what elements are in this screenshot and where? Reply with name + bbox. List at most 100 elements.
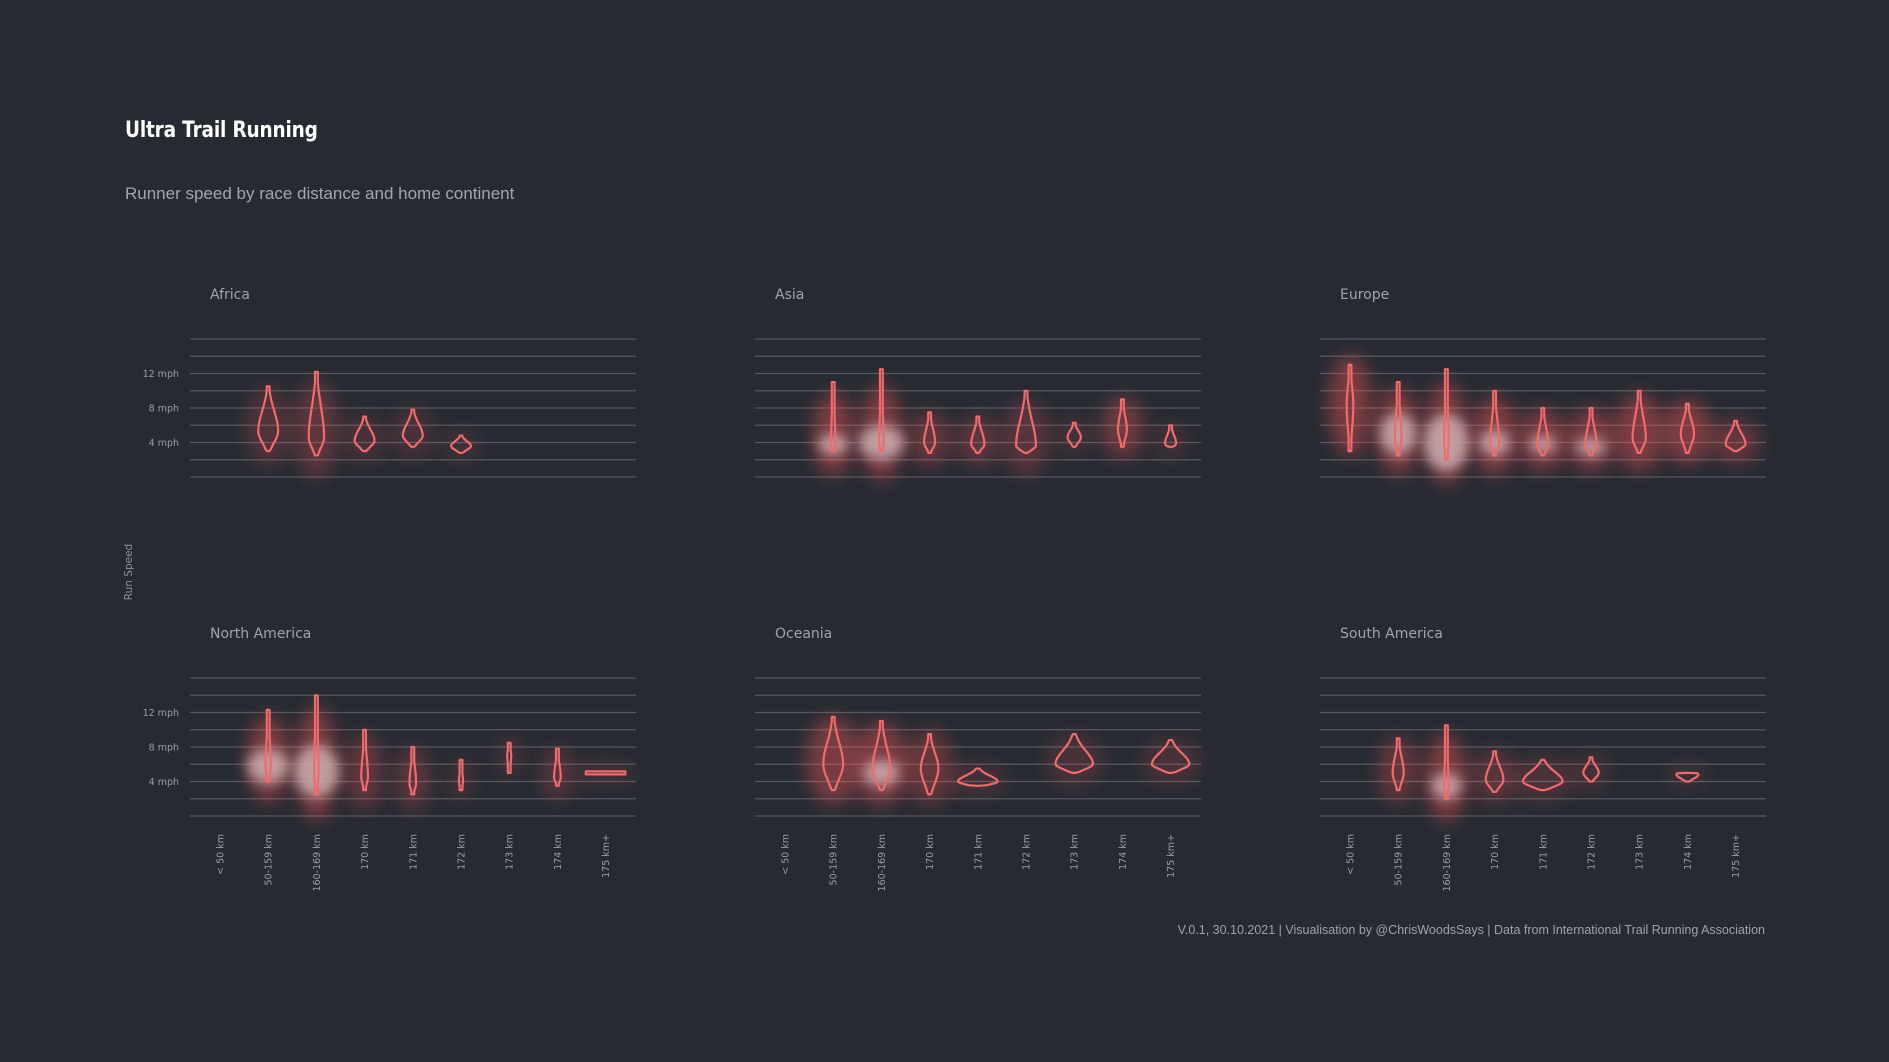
violin-africa-50-159-km bbox=[245, 385, 291, 468]
violin-outline bbox=[829, 381, 837, 453]
violin-glow bbox=[1614, 393, 1664, 472]
violin-asia-174-km bbox=[1101, 395, 1144, 460]
violin-africa-160-169-km bbox=[294, 370, 339, 480]
violin-outline bbox=[313, 694, 320, 796]
violin-glow bbox=[1154, 422, 1187, 460]
x-tick-label: 50-159 km bbox=[1394, 834, 1405, 885]
violin-outline bbox=[1393, 381, 1403, 457]
violin-outline bbox=[919, 733, 940, 796]
violin-oceania-50-159-km bbox=[806, 715, 861, 806]
y-tick-label: 8 mph bbox=[149, 404, 179, 415]
x-tick-label: 173 km bbox=[1070, 834, 1081, 870]
violin-south-america-174-km bbox=[1666, 763, 1709, 788]
violin-north-america-173-km bbox=[496, 733, 522, 780]
violin-asia-170-km bbox=[909, 410, 950, 468]
violin-europe-50-km bbox=[1328, 354, 1372, 457]
violin-outline bbox=[1345, 363, 1355, 453]
violin-outline bbox=[822, 715, 845, 792]
violin-europe-173-km bbox=[1614, 389, 1664, 472]
violin-outline bbox=[970, 415, 986, 454]
violin-outline bbox=[1484, 750, 1505, 793]
x-tick-label: 160-169 km bbox=[312, 834, 323, 891]
violin-europe-50-159-km bbox=[1376, 381, 1420, 477]
violin-blob bbox=[1423, 414, 1469, 471]
violin-europe-170-km bbox=[1472, 389, 1517, 477]
violin-outline bbox=[1054, 733, 1094, 774]
page-subtitle: Runner speed by race distance and home c… bbox=[125, 184, 515, 203]
violin-outline bbox=[457, 758, 465, 792]
y-tick-label: 8 mph bbox=[149, 743, 179, 754]
violin-outline bbox=[307, 370, 326, 457]
facet-north-america: North America 12 mph 8 mph 4 mph < 50 km 50-1… bbox=[143, 626, 637, 891]
violin-glow bbox=[1377, 736, 1419, 804]
violin-outline bbox=[871, 720, 892, 792]
violin-outline bbox=[264, 708, 272, 783]
facet-title-africa: Africa bbox=[210, 287, 250, 303]
page-title: Ultra Trail Running bbox=[125, 118, 318, 143]
violin-blob bbox=[863, 759, 900, 786]
violin-oceania-160-169-km bbox=[854, 720, 909, 807]
x-tick-label: 175 km+ bbox=[1731, 834, 1742, 878]
violin-outline bbox=[408, 745, 418, 796]
violin-north-america-171-km bbox=[395, 745, 431, 811]
footer-credit: V.0.1, 30.10.2021 | Visualisation by @Ch… bbox=[1177, 923, 1765, 937]
violin-glow bbox=[1056, 416, 1092, 457]
violin-africa-172-km bbox=[440, 428, 482, 462]
violin-europe-172-km bbox=[1567, 406, 1615, 472]
x-tick-label: 172 km bbox=[457, 834, 468, 870]
violin-asia-172-km bbox=[1002, 389, 1050, 477]
facet-south-america: South America < 50 km 50-159 km 160-169 km 1… bbox=[1320, 626, 1766, 891]
x-tick-label: < 50 km bbox=[216, 834, 227, 875]
facet-oceania: Oceania < 50 km 50-159 km 160-169 km 170 km 1… bbox=[755, 626, 1201, 891]
violin-outline bbox=[257, 385, 280, 453]
violin-outline bbox=[1066, 421, 1082, 448]
violin-glow bbox=[947, 763, 1009, 797]
x-tick-label: 175 km+ bbox=[1166, 834, 1177, 878]
violin-outline bbox=[1489, 389, 1501, 457]
violin-north-america-175-km bbox=[575, 760, 637, 785]
violin-glow bbox=[1511, 756, 1575, 803]
violin-glow bbox=[294, 379, 339, 480]
violin-glow bbox=[1101, 395, 1144, 460]
violin-blob bbox=[1576, 438, 1606, 456]
violin-glow bbox=[1472, 748, 1517, 806]
violin-outline bbox=[506, 741, 513, 774]
violin-asia-171-km bbox=[957, 414, 999, 468]
violin-south-america-171-km bbox=[1511, 756, 1575, 803]
x-tick-label: 170 km bbox=[925, 834, 936, 870]
violin-europe-175-km bbox=[1710, 418, 1761, 465]
facet-title-north-america: North America bbox=[210, 626, 311, 642]
violin-oceania-175-km bbox=[1140, 737, 1201, 787]
violin-north-america-170-km bbox=[346, 728, 383, 810]
violin-glow bbox=[1710, 418, 1761, 465]
violin-outline bbox=[450, 434, 472, 454]
violin-glow bbox=[343, 413, 386, 464]
facet-title-europe: Europe bbox=[1340, 287, 1389, 303]
violin-glow bbox=[540, 747, 574, 801]
y-tick-label: 12 mph bbox=[143, 708, 179, 719]
x-tick-label: 175 km+ bbox=[601, 834, 612, 878]
violin-north-america-50-159-km bbox=[247, 708, 290, 804]
violin-outline bbox=[1391, 737, 1405, 792]
violin-oceania-170-km bbox=[906, 728, 954, 806]
violin-outline bbox=[1675, 771, 1700, 783]
violin-outline bbox=[956, 767, 999, 787]
facet-asia: Asia bbox=[755, 287, 1201, 482]
x-tick-label: 170 km bbox=[360, 834, 371, 870]
x-tick-label: 170 km bbox=[1490, 834, 1501, 870]
facet-europe: Europe bbox=[1320, 287, 1766, 487]
violin-blob bbox=[818, 433, 849, 455]
violin-glow bbox=[1002, 398, 1050, 477]
violin-blob bbox=[1479, 429, 1510, 456]
x-tick-label: 174 km bbox=[1683, 834, 1694, 870]
violin-europe-160-169-km bbox=[1423, 368, 1469, 487]
y-tick-label: 12 mph bbox=[143, 369, 179, 380]
violin-asia-50-159-km bbox=[813, 381, 854, 477]
violin-glow bbox=[448, 756, 474, 803]
x-tick-label: 174 km bbox=[1118, 834, 1129, 870]
violin-outline bbox=[401, 408, 424, 448]
x-tick-label: 50-159 km bbox=[264, 834, 275, 885]
y-tick-label: 4 mph bbox=[149, 777, 179, 788]
violin-glow bbox=[909, 410, 950, 468]
violin-outline bbox=[1582, 756, 1600, 783]
